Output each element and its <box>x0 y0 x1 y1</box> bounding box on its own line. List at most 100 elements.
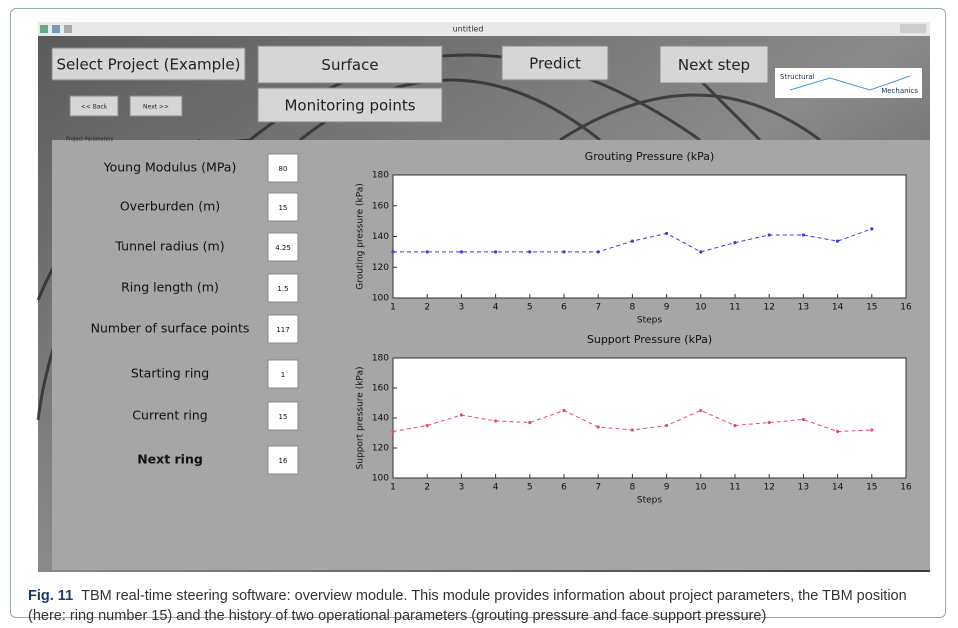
x-tick-label: 11 <box>729 483 740 493</box>
data-point <box>460 250 463 253</box>
toolbar-icon[interactable] <box>52 25 60 33</box>
data-point <box>699 250 702 253</box>
data-point <box>426 424 429 427</box>
window-controls[interactable] <box>900 24 926 33</box>
parameter-value: 15 <box>279 204 288 212</box>
chart-title: Support Pressure (kPa) <box>587 333 712 346</box>
parameter-value: 4.25 <box>275 244 291 252</box>
parameter-value: 80 <box>279 165 288 173</box>
x-tick-label: 15 <box>866 483 877 493</box>
panel-title: Project Parameters <box>66 137 114 143</box>
data-point <box>733 241 736 244</box>
x-tick-label: 8 <box>630 303 636 313</box>
x-tick-label: 4 <box>493 483 499 493</box>
parameter-label: Overburden (m) <box>120 199 220 214</box>
title-bar <box>38 22 930 36</box>
data-point <box>836 240 839 243</box>
data-point <box>528 250 531 253</box>
data-point <box>870 428 873 431</box>
x-tick-label: 2 <box>424 483 430 493</box>
y-tick-label: 120 <box>372 444 389 454</box>
data-point <box>597 425 600 428</box>
button-label: Next >> <box>143 104 169 111</box>
screenshot: untitled Project Parameters Structural M… <box>0 0 958 580</box>
x-tick-label: 1 <box>390 483 396 493</box>
x-tick-label: 9 <box>664 483 670 493</box>
data-point <box>528 421 531 424</box>
x-tick-label: 1 <box>390 303 396 313</box>
button-label: Monitoring points <box>284 97 415 115</box>
y-axis-label: Grouting pressure (kPa) <box>356 183 366 290</box>
parameter-label: Tunnel radius (m) <box>114 239 224 254</box>
y-tick-label: 120 <box>372 263 389 273</box>
y-tick-label: 100 <box>372 474 389 484</box>
data-point <box>391 250 394 253</box>
toolbar-icon[interactable] <box>40 25 48 33</box>
y-tick-label: 140 <box>372 414 389 424</box>
y-tick-label: 180 <box>372 171 389 181</box>
data-point <box>768 421 771 424</box>
data-point <box>665 232 668 235</box>
x-axis-label: Steps <box>637 316 662 326</box>
y-tick-label: 140 <box>372 232 389 242</box>
plot-area <box>393 358 906 478</box>
parameter-label: Young Modulus (MPa) <box>103 160 237 175</box>
window-title: untitled <box>453 25 484 34</box>
caption-text: TBM real-time steering software: overvie… <box>28 588 907 624</box>
x-tick-label: 8 <box>630 483 636 493</box>
x-axis-label: Steps <box>637 496 662 506</box>
logo-text: Mechanics <box>881 87 918 95</box>
data-point <box>665 424 668 427</box>
data-point <box>802 233 805 236</box>
y-tick-label: 160 <box>372 201 389 211</box>
data-point <box>768 233 771 236</box>
x-tick-label: 5 <box>527 303 533 313</box>
y-axis-label: Support pressure (kPa) <box>356 367 366 470</box>
data-point <box>426 250 429 253</box>
parameter-value: 16 <box>279 457 288 465</box>
data-point <box>733 424 736 427</box>
button-label: Select Project (Example) <box>57 56 241 74</box>
y-tick-label: 100 <box>372 294 389 304</box>
parameter-value: 1 <box>281 371 285 379</box>
x-tick-label: 14 <box>832 483 844 493</box>
x-tick-label: 6 <box>561 483 567 493</box>
data-point <box>802 418 805 421</box>
button-label: << Back <box>81 104 108 111</box>
x-tick-label: 3 <box>459 303 465 313</box>
parameter-value: 1.5 <box>277 285 288 293</box>
x-tick-label: 16 <box>900 483 912 493</box>
data-point <box>460 413 463 416</box>
x-tick-label: 10 <box>695 303 707 313</box>
parameter-label: Ring length (m) <box>121 280 219 295</box>
chart-title: Grouting Pressure (kPa) <box>585 150 715 163</box>
data-point <box>699 409 702 412</box>
x-tick-label: 13 <box>798 483 809 493</box>
x-tick-label: 2 <box>424 303 430 313</box>
page: untitled Project Parameters Structural M… <box>0 0 958 628</box>
data-point <box>597 250 600 253</box>
x-tick-label: 3 <box>459 483 465 493</box>
x-tick-label: 7 <box>595 303 601 313</box>
logo-text: Structural <box>780 73 815 81</box>
toolbar-icon[interactable] <box>64 25 72 33</box>
x-tick-label: 10 <box>695 483 707 493</box>
data-point <box>836 430 839 433</box>
parameter-value: 117 <box>276 326 289 334</box>
parameter-label: Current ring <box>132 408 207 423</box>
x-tick-label: 16 <box>900 303 912 313</box>
data-point <box>631 240 634 243</box>
parameter-value: 15 <box>279 413 288 421</box>
x-tick-label: 6 <box>561 303 567 313</box>
data-point <box>391 430 394 433</box>
x-tick-label: 13 <box>798 303 809 313</box>
x-tick-label: 4 <box>493 303 499 313</box>
data-point <box>494 419 497 422</box>
parameter-label: Next ring <box>137 452 203 467</box>
data-point <box>631 428 634 431</box>
parameter-label: Number of surface points <box>91 321 250 336</box>
caption: Fig. 11TBM real-time steering software: … <box>28 586 933 626</box>
y-tick-label: 160 <box>372 384 389 394</box>
button-label: Surface <box>321 56 378 74</box>
x-tick-label: 11 <box>729 303 740 313</box>
